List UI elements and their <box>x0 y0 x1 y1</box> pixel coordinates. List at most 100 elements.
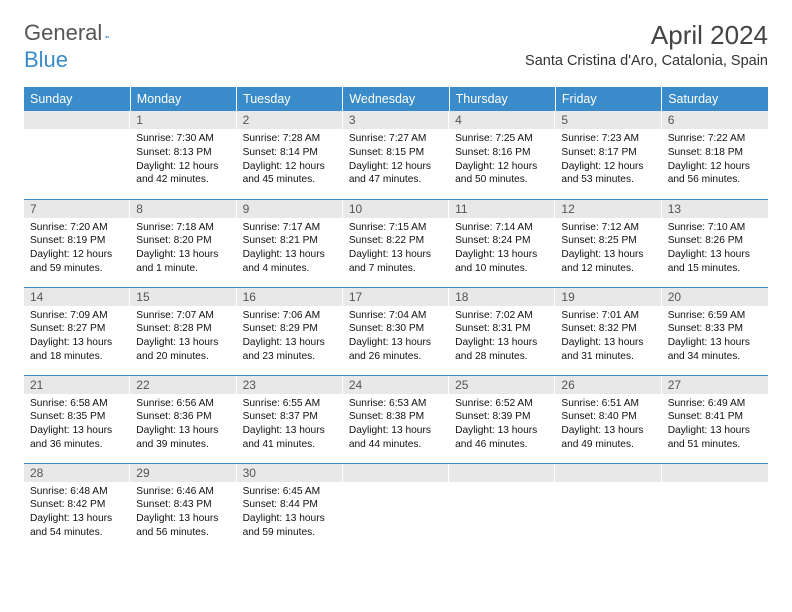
logo-sail-icon <box>105 25 109 41</box>
day-detail-line: Sunrise: 7:12 AM <box>561 221 655 235</box>
day-number: 5 <box>555 111 661 129</box>
calendar-week-row: 21Sunrise: 6:58 AMSunset: 8:35 PMDayligh… <box>24 375 768 463</box>
calendar-day-cell: 20Sunrise: 6:59 AMSunset: 8:33 PMDayligh… <box>662 287 768 375</box>
day-detail-line: Sunrise: 7:20 AM <box>30 221 124 235</box>
day-detail-line: Daylight: 13 hours and 36 minutes. <box>30 424 124 452</box>
calendar-day-cell <box>343 463 449 551</box>
calendar-day-cell <box>449 463 555 551</box>
day-details: Sunrise: 6:52 AMSunset: 8:39 PMDaylight:… <box>449 394 555 457</box>
calendar-day-cell: 12Sunrise: 7:12 AMSunset: 8:25 PMDayligh… <box>555 199 661 287</box>
day-number: 29 <box>130 464 236 482</box>
weekday-header: Sunday <box>24 87 130 111</box>
day-details: Sunrise: 7:02 AMSunset: 8:31 PMDaylight:… <box>449 306 555 369</box>
day-details: Sunrise: 7:28 AMSunset: 8:14 PMDaylight:… <box>237 129 343 192</box>
day-detail-line: Sunrise: 6:45 AM <box>243 485 337 499</box>
day-detail-line: Daylight: 13 hours and 34 minutes. <box>668 336 762 364</box>
day-detail-line: Daylight: 13 hours and 20 minutes. <box>136 336 230 364</box>
day-detail-line: Sunrise: 6:48 AM <box>30 485 124 499</box>
day-detail-line: Sunrise: 6:51 AM <box>561 397 655 411</box>
day-number: 21 <box>24 376 130 394</box>
day-number: 22 <box>130 376 236 394</box>
day-detail-line: Sunset: 8:42 PM <box>30 498 124 512</box>
calendar-day-cell: 19Sunrise: 7:01 AMSunset: 8:32 PMDayligh… <box>555 287 661 375</box>
day-detail-line: Sunset: 8:26 PM <box>668 234 762 248</box>
calendar-week-row: 1Sunrise: 7:30 AMSunset: 8:13 PMDaylight… <box>24 111 768 199</box>
logo-text-blue: Blue <box>24 47 68 73</box>
calendar-day-cell: 8Sunrise: 7:18 AMSunset: 8:20 PMDaylight… <box>130 199 236 287</box>
month-title: April 2024 <box>525 20 768 51</box>
day-details: Sunrise: 7:01 AMSunset: 8:32 PMDaylight:… <box>555 306 661 369</box>
day-detail-line: Sunrise: 6:55 AM <box>243 397 337 411</box>
calendar-week-row: 28Sunrise: 6:48 AMSunset: 8:42 PMDayligh… <box>24 463 768 551</box>
calendar-day-cell: 14Sunrise: 7:09 AMSunset: 8:27 PMDayligh… <box>24 287 130 375</box>
day-details <box>24 129 130 137</box>
day-detail-line: Sunrise: 6:59 AM <box>668 309 762 323</box>
day-detail-line: Sunset: 8:18 PM <box>668 146 762 160</box>
day-detail-line: Daylight: 13 hours and 7 minutes. <box>349 248 443 276</box>
day-detail-line: Daylight: 12 hours and 47 minutes. <box>349 160 443 188</box>
calendar-day-cell: 5Sunrise: 7:23 AMSunset: 8:17 PMDaylight… <box>555 111 661 199</box>
day-detail-line: Sunrise: 7:07 AM <box>136 309 230 323</box>
day-detail-line: Sunset: 8:22 PM <box>349 234 443 248</box>
day-detail-line: Sunset: 8:14 PM <box>243 146 337 160</box>
weekday-header-row: SundayMondayTuesdayWednesdayThursdayFrid… <box>24 87 768 111</box>
day-detail-line: Daylight: 13 hours and 44 minutes. <box>349 424 443 452</box>
day-detail-line: Daylight: 12 hours and 53 minutes. <box>561 160 655 188</box>
day-details: Sunrise: 6:51 AMSunset: 8:40 PMDaylight:… <box>555 394 661 457</box>
day-detail-line: Sunrise: 6:49 AM <box>668 397 762 411</box>
day-details <box>343 482 449 490</box>
day-detail-line: Sunset: 8:16 PM <box>455 146 549 160</box>
day-detail-line: Sunset: 8:33 PM <box>668 322 762 336</box>
day-detail-line: Sunrise: 7:25 AM <box>455 132 549 146</box>
day-detail-line: Sunset: 8:25 PM <box>561 234 655 248</box>
day-number: 19 <box>555 288 661 306</box>
location-text: Santa Cristina d'Aro, Catalonia, Spain <box>525 53 768 69</box>
day-number: 14 <box>24 288 130 306</box>
day-detail-line: Sunrise: 6:58 AM <box>30 397 124 411</box>
day-detail-line: Daylight: 12 hours and 56 minutes. <box>668 160 762 188</box>
day-detail-line: Daylight: 13 hours and 51 minutes. <box>668 424 762 452</box>
day-number: 12 <box>555 200 661 218</box>
day-details: Sunrise: 7:20 AMSunset: 8:19 PMDaylight:… <box>24 218 130 281</box>
day-details <box>449 482 555 490</box>
logo-text-general: General <box>24 20 102 46</box>
calendar-week-row: 14Sunrise: 7:09 AMSunset: 8:27 PMDayligh… <box>24 287 768 375</box>
day-number: 23 <box>237 376 343 394</box>
calendar-day-cell: 16Sunrise: 7:06 AMSunset: 8:29 PMDayligh… <box>237 287 343 375</box>
day-detail-line: Sunset: 8:44 PM <box>243 498 337 512</box>
day-number <box>555 464 661 482</box>
calendar-day-cell: 4Sunrise: 7:25 AMSunset: 8:16 PMDaylight… <box>449 111 555 199</box>
day-detail-line: Sunset: 8:19 PM <box>30 234 124 248</box>
calendar-day-cell: 10Sunrise: 7:15 AMSunset: 8:22 PMDayligh… <box>343 199 449 287</box>
calendar-day-cell: 22Sunrise: 6:56 AMSunset: 8:36 PMDayligh… <box>130 375 236 463</box>
day-detail-line: Sunrise: 6:56 AM <box>136 397 230 411</box>
day-detail-line: Sunset: 8:27 PM <box>30 322 124 336</box>
day-number: 10 <box>343 200 449 218</box>
day-number: 11 <box>449 200 555 218</box>
calendar-day-cell <box>555 463 661 551</box>
day-details: Sunrise: 7:30 AMSunset: 8:13 PMDaylight:… <box>130 129 236 192</box>
day-details: Sunrise: 6:59 AMSunset: 8:33 PMDaylight:… <box>662 306 768 369</box>
calendar-day-cell: 17Sunrise: 7:04 AMSunset: 8:30 PMDayligh… <box>343 287 449 375</box>
calendar-day-cell: 18Sunrise: 7:02 AMSunset: 8:31 PMDayligh… <box>449 287 555 375</box>
weekday-header: Wednesday <box>343 87 449 111</box>
day-details: Sunrise: 7:15 AMSunset: 8:22 PMDaylight:… <box>343 218 449 281</box>
day-number: 8 <box>130 200 236 218</box>
day-details: Sunrise: 6:45 AMSunset: 8:44 PMDaylight:… <box>237 482 343 545</box>
calendar-day-cell: 7Sunrise: 7:20 AMSunset: 8:19 PMDaylight… <box>24 199 130 287</box>
calendar-day-cell: 9Sunrise: 7:17 AMSunset: 8:21 PMDaylight… <box>237 199 343 287</box>
day-details: Sunrise: 7:04 AMSunset: 8:30 PMDaylight:… <box>343 306 449 369</box>
calendar-day-cell: 25Sunrise: 6:52 AMSunset: 8:39 PMDayligh… <box>449 375 555 463</box>
day-detail-line: Sunrise: 7:22 AM <box>668 132 762 146</box>
calendar-day-cell: 1Sunrise: 7:30 AMSunset: 8:13 PMDaylight… <box>130 111 236 199</box>
day-detail-line: Sunrise: 6:46 AM <box>136 485 230 499</box>
day-number: 25 <box>449 376 555 394</box>
day-number: 30 <box>237 464 343 482</box>
day-detail-line: Daylight: 13 hours and 49 minutes. <box>561 424 655 452</box>
calendar-day-cell: 6Sunrise: 7:22 AMSunset: 8:18 PMDaylight… <box>662 111 768 199</box>
calendar-day-cell: 30Sunrise: 6:45 AMSunset: 8:44 PMDayligh… <box>237 463 343 551</box>
calendar-body: 1Sunrise: 7:30 AMSunset: 8:13 PMDaylight… <box>24 111 768 551</box>
day-detail-line: Daylight: 13 hours and 31 minutes. <box>561 336 655 364</box>
day-detail-line: Sunset: 8:28 PM <box>136 322 230 336</box>
calendar-day-cell: 28Sunrise: 6:48 AMSunset: 8:42 PMDayligh… <box>24 463 130 551</box>
